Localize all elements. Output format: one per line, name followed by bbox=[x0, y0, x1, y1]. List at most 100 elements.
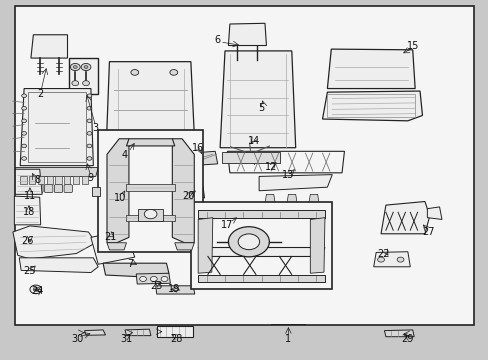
Polygon shape bbox=[427, 207, 441, 220]
Polygon shape bbox=[107, 139, 129, 243]
Polygon shape bbox=[105, 62, 195, 166]
Circle shape bbox=[87, 144, 92, 148]
Polygon shape bbox=[373, 252, 409, 267]
Text: 23: 23 bbox=[150, 281, 163, 291]
Text: 28: 28 bbox=[170, 333, 182, 343]
Polygon shape bbox=[107, 243, 126, 250]
Circle shape bbox=[87, 157, 92, 160]
Bar bbox=[15, 6, 473, 325]
Polygon shape bbox=[156, 286, 194, 294]
Circle shape bbox=[161, 276, 167, 282]
Polygon shape bbox=[198, 218, 212, 273]
Text: 9: 9 bbox=[88, 173, 94, 183]
Text: 1: 1 bbox=[285, 333, 291, 343]
Bar bbox=[38, 176, 44, 184]
Text: 6: 6 bbox=[214, 35, 220, 45]
Polygon shape bbox=[13, 226, 96, 259]
Bar bbox=[327, 94, 414, 117]
Polygon shape bbox=[84, 330, 105, 335]
Polygon shape bbox=[220, 51, 295, 148]
Circle shape bbox=[72, 81, 79, 86]
Text: 2: 2 bbox=[38, 89, 44, 99]
Text: 25: 25 bbox=[23, 266, 36, 276]
Text: 18: 18 bbox=[23, 207, 35, 217]
Polygon shape bbox=[101, 167, 200, 176]
Bar bbox=[126, 184, 174, 191]
Circle shape bbox=[84, 66, 88, 68]
Circle shape bbox=[169, 69, 177, 75]
Circle shape bbox=[73, 66, 77, 68]
Text: 10: 10 bbox=[114, 193, 126, 203]
Circle shape bbox=[228, 227, 269, 257]
Circle shape bbox=[21, 107, 26, 110]
Text: 3: 3 bbox=[93, 123, 99, 133]
Bar bbox=[69, 58, 98, 94]
Bar bbox=[98, 130, 203, 252]
Bar bbox=[92, 187, 100, 196]
Polygon shape bbox=[15, 169, 42, 194]
Circle shape bbox=[377, 257, 384, 262]
Bar bbox=[221, 152, 280, 163]
Bar bbox=[55, 176, 61, 184]
Bar bbox=[64, 176, 70, 184]
Circle shape bbox=[87, 119, 92, 123]
Text: 4: 4 bbox=[122, 150, 128, 160]
Polygon shape bbox=[100, 176, 118, 194]
Text: 20: 20 bbox=[182, 191, 194, 201]
Polygon shape bbox=[308, 194, 319, 203]
Polygon shape bbox=[198, 275, 325, 282]
Text: 12: 12 bbox=[264, 162, 277, 172]
Text: 29: 29 bbox=[401, 333, 413, 343]
Bar bbox=[138, 209, 163, 221]
Polygon shape bbox=[259, 175, 331, 191]
FancyBboxPatch shape bbox=[44, 185, 53, 193]
Text: 11: 11 bbox=[24, 191, 36, 201]
Bar bbox=[126, 215, 174, 221]
Polygon shape bbox=[14, 196, 41, 225]
Text: 19: 19 bbox=[167, 284, 180, 294]
Text: 7: 7 bbox=[126, 259, 133, 269]
Circle shape bbox=[238, 234, 259, 250]
Text: 16: 16 bbox=[192, 143, 204, 153]
Polygon shape bbox=[136, 273, 170, 284]
Circle shape bbox=[150, 276, 157, 282]
Text: 17: 17 bbox=[221, 220, 233, 230]
Text: 24: 24 bbox=[31, 286, 43, 296]
Text: 13: 13 bbox=[282, 170, 294, 180]
Polygon shape bbox=[19, 258, 98, 273]
Circle shape bbox=[30, 285, 41, 294]
Polygon shape bbox=[172, 139, 194, 243]
Polygon shape bbox=[91, 230, 135, 264]
Text: 30: 30 bbox=[71, 333, 83, 343]
FancyBboxPatch shape bbox=[54, 185, 62, 193]
Circle shape bbox=[131, 69, 139, 75]
Circle shape bbox=[21, 119, 26, 123]
Polygon shape bbox=[286, 194, 297, 203]
Circle shape bbox=[87, 94, 92, 98]
FancyBboxPatch shape bbox=[15, 185, 23, 193]
Circle shape bbox=[21, 144, 26, 148]
Bar bbox=[20, 176, 26, 184]
Polygon shape bbox=[125, 329, 151, 336]
Circle shape bbox=[81, 63, 91, 71]
Polygon shape bbox=[189, 151, 217, 166]
Circle shape bbox=[140, 276, 146, 282]
Text: 5: 5 bbox=[258, 103, 264, 113]
Bar bbox=[46, 176, 53, 184]
Text: 31: 31 bbox=[120, 333, 132, 343]
Bar bbox=[81, 176, 88, 184]
Polygon shape bbox=[228, 23, 266, 45]
Circle shape bbox=[87, 132, 92, 135]
Polygon shape bbox=[384, 330, 413, 337]
Polygon shape bbox=[15, 167, 98, 176]
Circle shape bbox=[70, 63, 80, 71]
Circle shape bbox=[82, 81, 89, 86]
Polygon shape bbox=[322, 91, 422, 121]
Polygon shape bbox=[198, 248, 325, 256]
Circle shape bbox=[21, 94, 26, 98]
Circle shape bbox=[144, 210, 157, 219]
Bar bbox=[29, 176, 35, 184]
Circle shape bbox=[21, 157, 26, 160]
Polygon shape bbox=[310, 218, 325, 273]
Polygon shape bbox=[20, 89, 93, 166]
